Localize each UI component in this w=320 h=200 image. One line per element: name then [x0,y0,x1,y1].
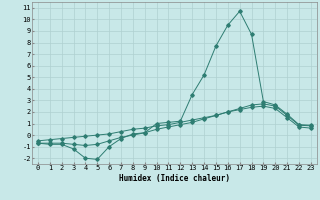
X-axis label: Humidex (Indice chaleur): Humidex (Indice chaleur) [119,174,230,183]
